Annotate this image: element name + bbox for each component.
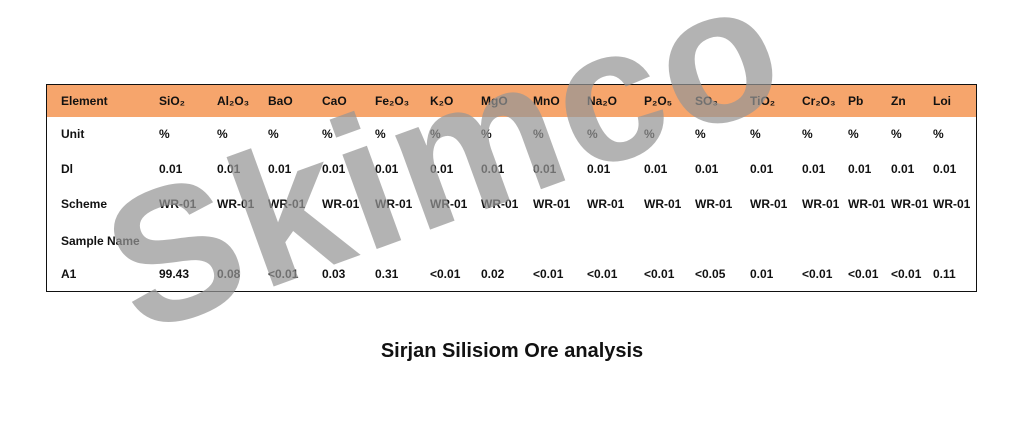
table-cell: <0.01 <box>848 267 879 281</box>
column-header: P₂O₅ <box>644 94 673 108</box>
table-cell: 0.01 <box>217 162 241 176</box>
table-cell: WR-01 <box>587 197 625 211</box>
table-cell: % <box>322 127 333 141</box>
table-cell: 0.01 <box>802 162 826 176</box>
table-cell: 0.01 <box>695 162 719 176</box>
table-cell: % <box>644 127 655 141</box>
table-cell: % <box>533 127 544 141</box>
row-label: A1 <box>61 267 77 281</box>
column-header: SO₃ <box>695 94 718 108</box>
table-cell: % <box>430 127 441 141</box>
column-header: Na₂O <box>587 94 618 108</box>
table-cell: WR-01 <box>430 197 468 211</box>
table-cell: 0.01 <box>750 267 774 281</box>
table-cell: WR-01 <box>533 197 571 211</box>
row-label: Unit <box>61 127 85 141</box>
table-cell: 0.01 <box>375 162 399 176</box>
row-label: Scheme <box>61 197 108 211</box>
table-cell: WR-01 <box>322 197 360 211</box>
table-cell: WR-01 <box>695 197 733 211</box>
table-cell: WR-01 <box>848 197 886 211</box>
table-cell: WR-01 <box>217 197 255 211</box>
column-header: Zn <box>891 94 906 108</box>
table-cell: <0.01 <box>891 267 922 281</box>
table-cell: 0.02 <box>481 267 505 281</box>
table-cell: WR-01 <box>891 197 929 211</box>
table-cell: <0.01 <box>644 267 675 281</box>
table-cell: 0.31 <box>375 267 399 281</box>
table-cell: % <box>891 127 902 141</box>
table-cell: WR-01 <box>802 197 840 211</box>
table-cell: <0.01 <box>533 267 564 281</box>
column-header: Loi <box>933 94 951 108</box>
table-cell: % <box>268 127 279 141</box>
table-cell: WR-01 <box>750 197 788 211</box>
table-cell: % <box>587 127 598 141</box>
table-cell: WR-01 <box>268 197 306 211</box>
table-cell: <0.01 <box>430 267 461 281</box>
table-cell: 0.01 <box>587 162 611 176</box>
table-cell: % <box>695 127 706 141</box>
table-cell: 0.01 <box>322 162 346 176</box>
analysis-table: Element SiO₂ Al₂O₃ BaO CaO Fe₂O₃ K₂O MgO MnO Na₂O… <box>46 84 977 292</box>
table-cell: 0.01 <box>481 162 505 176</box>
column-header: TiO₂ <box>750 94 776 108</box>
table-cell: 0.01 <box>644 162 668 176</box>
table-cell: % <box>802 127 813 141</box>
table-cell: % <box>159 127 170 141</box>
table-cell: % <box>481 127 492 141</box>
table-cell: 0.08 <box>217 267 241 281</box>
column-header: BaO <box>268 94 293 108</box>
table-cell: 0.01 <box>933 162 957 176</box>
table-cell: 0.01 <box>533 162 557 176</box>
column-header: MgO <box>481 94 508 108</box>
column-header: K₂O <box>430 94 454 108</box>
table-cell: 0.01 <box>268 162 292 176</box>
table-cell: WR-01 <box>481 197 519 211</box>
table-cell: WR-01 <box>375 197 413 211</box>
table-cell: 99.43 <box>159 267 190 281</box>
table-cell: % <box>933 127 944 141</box>
row-label: Element <box>61 94 108 108</box>
column-header: Fe₂O₃ <box>375 94 410 108</box>
table-cell: <0.01 <box>802 267 833 281</box>
column-header: SiO₂ <box>159 94 186 108</box>
table-cell: % <box>375 127 386 141</box>
table-cell: 0.01 <box>750 162 774 176</box>
caption: Sirjan Silisiom Ore analysis <box>380 340 644 362</box>
table-cell: % <box>848 127 859 141</box>
row-label: Dl <box>61 162 73 176</box>
column-header: CaO <box>322 94 347 108</box>
table-cell: WR-01 <box>159 197 197 211</box>
table-cell: 0.01 <box>430 162 454 176</box>
table-cell: 0.03 <box>322 267 346 281</box>
table-cell: 0.01 <box>891 162 915 176</box>
header-row <box>47 85 976 117</box>
table-cell: <0.01 <box>587 267 618 281</box>
table-cell: <0.01 <box>268 267 299 281</box>
table-cell: 0.11 <box>933 267 956 281</box>
table-cell: % <box>217 127 228 141</box>
table-cell: WR-01 <box>644 197 682 211</box>
table-cell: WR-01 <box>933 197 971 211</box>
column-header: Cr₂O₃ <box>802 94 836 108</box>
table-cell: <0.05 <box>695 267 726 281</box>
column-header: MnO <box>533 94 560 108</box>
table-cell: % <box>750 127 761 141</box>
column-header: Pb <box>848 94 864 108</box>
table-cell: 0.01 <box>848 162 872 176</box>
table-cell: 0.01 <box>159 162 183 176</box>
row-label: Sample Name <box>61 234 140 248</box>
column-header: Al₂O₃ <box>217 94 250 108</box>
